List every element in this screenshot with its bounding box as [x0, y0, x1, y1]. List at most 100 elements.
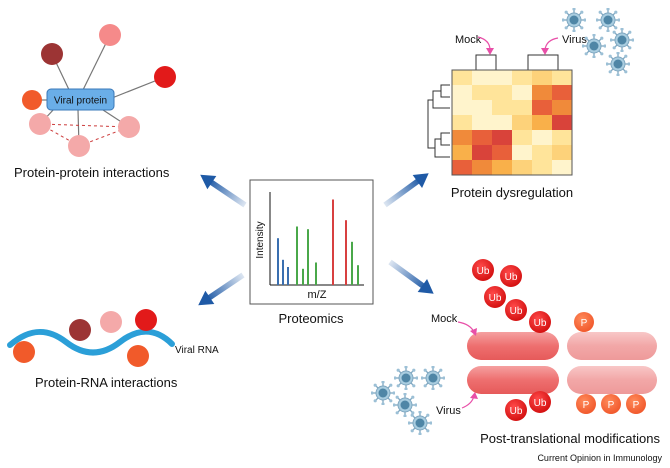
heatmap-cell — [532, 130, 552, 145]
rna-title: Protein-RNA interactions — [35, 375, 178, 390]
heatmap-cell — [552, 160, 572, 175]
journal-credit: Current Opinion in Immunology — [537, 453, 662, 463]
virus-icon — [394, 366, 418, 390]
heatmap-cell — [492, 85, 512, 100]
ppi-node-pink-right — [118, 116, 140, 138]
rna-protein-darkred — [69, 319, 91, 341]
rna-protein-pink — [100, 311, 122, 333]
viral-protein-label: Viral protein — [54, 96, 107, 107]
protein-rod-virus-p — [567, 366, 657, 394]
ppi-node-darkred — [41, 43, 63, 65]
arrow-to-ptm — [388, 259, 434, 294]
virus-icon — [606, 52, 630, 76]
arrow-to-dysregulation — [383, 173, 429, 208]
ppi-node-orange — [22, 90, 42, 110]
virus-icon — [421, 366, 445, 390]
ptm-panel: Ub Ub Ub Ub Ub Ub Ub P P P P Mock Virus — [371, 259, 660, 446]
heatmap-cell — [552, 100, 572, 115]
p-label: P — [633, 400, 640, 411]
heatmap-cell — [472, 130, 492, 145]
protein-rod-mock-p — [567, 332, 657, 360]
ub-label: Ub — [534, 318, 547, 329]
row-dendrogram — [427, 84, 450, 158]
heatmap-cell — [472, 160, 492, 175]
heatmap-cell — [492, 70, 512, 85]
heatmap-cell — [512, 100, 532, 115]
dysregulation-mock-label: Mock — [455, 34, 482, 46]
virus-icon — [371, 381, 395, 405]
heatmap — [452, 70, 572, 175]
heatmap-cell — [452, 160, 472, 175]
spectrum-y-label: Intensity — [255, 221, 266, 258]
ppi-node-salmon-top — [99, 24, 121, 46]
rna-panel: Viral RNA Protein-RNA interactions — [7, 309, 219, 390]
column-dendrogram — [475, 54, 559, 70]
proteomics-title: Proteomics — [278, 311, 344, 326]
ppi-node-pink-left — [29, 113, 51, 135]
heatmap-cell — [512, 70, 532, 85]
heatmap-cell — [532, 115, 552, 130]
dysregulation-panel: Mock Virus Protein dysregulation — [427, 8, 634, 200]
heatmap-cell — [472, 85, 492, 100]
virus-icon — [393, 393, 417, 417]
virus-icon — [596, 8, 620, 32]
ptm-virus-label: Virus — [436, 405, 461, 417]
heatmap-cell — [552, 130, 572, 145]
ppi-title: Protein-protein interactions — [14, 165, 170, 180]
heatmap-cell — [452, 70, 472, 85]
rna-protein-red — [135, 309, 157, 331]
phospho-mock: P — [574, 312, 594, 332]
virus-icon — [582, 34, 606, 58]
heatmap-cell — [452, 115, 472, 130]
heatmap-cell — [452, 85, 472, 100]
ppi-panel: Viral protein Protein-protein interactio… — [14, 24, 176, 180]
dysregulation-virus-label: Virus — [562, 34, 587, 46]
arrows — [198, 173, 434, 306]
heatmap-cell — [452, 145, 472, 160]
ptm-title: Post-translational modifications — [480, 431, 660, 446]
heatmap-cell — [512, 115, 532, 130]
dysregulation-title: Protein dysregulation — [451, 185, 573, 200]
heatmap-cell — [552, 85, 572, 100]
heatmap-cell — [512, 160, 532, 175]
arrow-to-ppi — [200, 174, 247, 208]
virus-icon — [562, 8, 586, 32]
ub-label: Ub — [489, 293, 502, 304]
heatmap-cell — [492, 145, 512, 160]
viral-rna-strand — [7, 328, 175, 356]
heatmap-cell — [532, 160, 552, 175]
ub-label: Ub — [505, 272, 518, 283]
ub-label: Ub — [510, 306, 523, 317]
ub-label: Ub — [510, 406, 523, 417]
arrow-to-rna — [198, 272, 245, 306]
ppi-node-pink-bottom — [68, 135, 90, 157]
heatmap-cell — [512, 130, 532, 145]
spectrum-x-label: m/Z — [308, 289, 327, 301]
heatmap-cell — [472, 70, 492, 85]
heatmap-cell — [512, 85, 532, 100]
spectrum-bars — [277, 199, 359, 285]
viral-protein-hub — [46, 88, 115, 111]
virus-icon — [408, 411, 432, 435]
p-label: P — [608, 400, 615, 411]
phospho-virus: P P P — [576, 394, 646, 414]
heatmap-cell — [552, 115, 572, 130]
heatmap-cell — [472, 115, 492, 130]
heatmap-cell — [532, 70, 552, 85]
heatmap-cell — [532, 145, 552, 160]
protein-rod-mock-ub — [467, 332, 559, 360]
heatmap-cell — [472, 145, 492, 160]
rna-protein-orange-left — [13, 341, 35, 363]
ptm-mock-label: Mock — [431, 313, 458, 325]
heatmap-cell — [512, 145, 532, 160]
viral-rna-label: Viral RNA — [175, 345, 219, 356]
heatmap-cell — [452, 130, 472, 145]
ppi-node-red — [154, 66, 176, 88]
heatmap-border — [451, 69, 573, 176]
ubiquitin-chain: Ub Ub Ub Ub Ub — [472, 259, 551, 333]
proteomics-panel: Intensity m/Z Proteomics — [249, 179, 374, 326]
heatmap-cell — [532, 85, 552, 100]
ub-label: Ub — [477, 266, 490, 277]
heatmap-cell — [552, 70, 572, 85]
